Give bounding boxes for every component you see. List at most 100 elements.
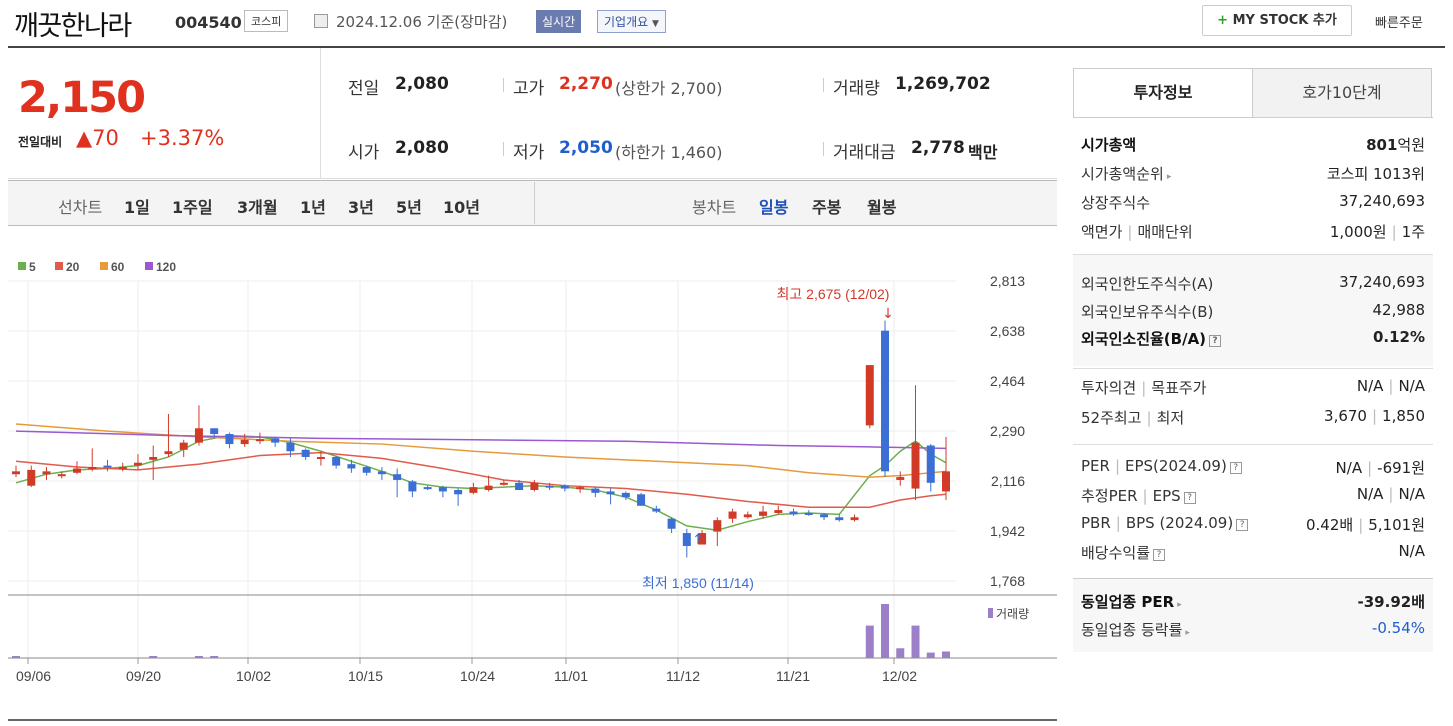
industry-per-value: -39.92배 <box>1357 593 1425 611</box>
candle-body <box>713 520 722 532</box>
foreign-ratio-label: 외국인소진율(B/A)? <box>1081 328 1222 349</box>
my-stock-add-button[interactable]: + MY STOCK 추가 <box>1202 5 1352 36</box>
down-arrow-icon: ↓ <box>882 306 894 322</box>
pbr-value: 0.42배 | 5,101원 <box>1305 516 1425 534</box>
x-tick-label: 10/24 <box>460 668 495 684</box>
high-value: 2,270 <box>559 74 613 94</box>
tab-5y[interactable]: 5년 <box>396 198 422 217</box>
company-overview-label: 기업개요 <box>604 15 649 29</box>
valuation-section: PER | EPS(2024.09)? N/A | -691원 추정PER | EPS? N/A… <box>1073 444 1433 572</box>
tab-1w[interactable]: 1주일 <box>172 198 213 217</box>
volume-bar <box>881 604 890 658</box>
tab-investment-info[interactable]: 투자정보 <box>1073 68 1253 118</box>
candle-body <box>210 428 219 435</box>
y-tick-label: 2,464 <box>990 373 1025 389</box>
legend-swatch <box>55 262 63 270</box>
company-overview-dropdown[interactable]: 기업개요 ▼ <box>597 10 666 33</box>
industry-change-link[interactable]: 동일업종 등락률 ▸ <box>1081 621 1190 639</box>
candle-body <box>225 434 234 445</box>
help-icon[interactable]: ? <box>1236 519 1249 531</box>
est-per-value: N/A | N/A <box>1356 485 1425 503</box>
tab-orderbook-10[interactable]: 호가10단계 <box>1252 68 1432 118</box>
volume-bar <box>194 656 203 658</box>
help-icon[interactable]: ? <box>1209 335 1222 347</box>
candle-body <box>133 462 142 466</box>
candle-body <box>164 451 173 455</box>
high-annotation: 최고 2,675 (12/02) <box>777 286 890 302</box>
y-tick-label: 2,813 <box>990 273 1025 289</box>
x-tick-label: 10/15 <box>348 668 383 684</box>
week52-value: 3,670 | 1,850 <box>1324 407 1425 425</box>
current-price: 2,150 <box>18 73 146 123</box>
candle-body <box>179 442 188 450</box>
candle-body <box>255 439 264 442</box>
tab-monthly[interactable]: 월봉 <box>867 198 897 217</box>
candle-body <box>652 508 661 512</box>
tab-3y[interactable]: 3년 <box>348 198 374 217</box>
candle-body <box>759 511 768 516</box>
foreign-holding-label: 외국인보유주식수(B) <box>1081 303 1214 321</box>
candle-body <box>743 514 752 518</box>
candle-body <box>774 510 783 513</box>
tab-10y[interactable]: 10년 <box>443 198 480 217</box>
candle-chart-label: 봉차트 <box>692 198 737 217</box>
tab-1d[interactable]: 1일 <box>124 198 150 217</box>
volume-label: 거래량 <box>833 79 880 99</box>
volume-bar <box>911 625 920 658</box>
legend-swatch <box>100 262 108 270</box>
candle-body <box>789 511 798 515</box>
candle-body <box>42 471 51 475</box>
open-label: 시가 <box>348 143 380 163</box>
ma-60-line <box>15 423 947 478</box>
candle-body <box>865 365 874 426</box>
candle-body <box>621 492 630 498</box>
legend-swatch <box>145 262 153 270</box>
open-value: 2,080 <box>395 138 449 158</box>
foreign-limit-value: 37,240,693 <box>1339 273 1425 291</box>
candle-body <box>484 485 493 490</box>
candle-body <box>362 467 371 473</box>
dividend-value: N/A <box>1398 542 1425 560</box>
x-tick-label: 09/20 <box>126 668 161 684</box>
ma-120-line <box>15 430 947 450</box>
market-cap-rank-link[interactable]: 시가총액순위 ▸ <box>1081 165 1172 183</box>
industry-per-link[interactable]: 동일업종 PER ▸ <box>1081 593 1182 611</box>
candle-body <box>850 517 859 521</box>
tab-weekly[interactable]: 주봉 <box>812 198 842 217</box>
x-tick-label: 09/06 <box>16 668 51 684</box>
divider <box>503 142 504 156</box>
legend-label: 20 <box>66 260 80 274</box>
volume-bar <box>926 652 935 658</box>
per-value: N/A | -691원 <box>1335 459 1425 477</box>
candle-body <box>667 518 676 529</box>
tab-divider <box>534 182 535 224</box>
help-icon[interactable]: ? <box>1229 462 1242 474</box>
stock-chart[interactable]: 2,813 2,638 2,464 2,290 2,116 1,942 1,768 09/06… <box>8 226 1057 720</box>
help-icon[interactable]: ? <box>1183 492 1196 504</box>
candle-body <box>408 481 417 492</box>
arrow-right-icon: ▸ <box>1166 172 1172 182</box>
par-value: 1,000원 | 1주 <box>1329 223 1425 241</box>
industry-section: 동일업종 PER ▸ -39.92배 동일업종 등락률 ▸ -0.54% <box>1073 578 1433 652</box>
candle-body <box>240 439 249 445</box>
quick-order-link[interactable]: 빠른주문 <box>1375 16 1423 31</box>
foreign-limit-label: 외국인한도주식수(A) <box>1081 275 1214 293</box>
volume-bar <box>12 656 20 658</box>
tab-1y[interactable]: 1년 <box>300 198 326 217</box>
help-icon[interactable]: ? <box>1153 549 1166 561</box>
volume-value: 1,269,702 <box>895 74 991 94</box>
candle-body <box>820 514 829 518</box>
dividend-label: 배당수익률? <box>1081 542 1166 563</box>
calendar-icon <box>314 14 328 28</box>
candle-body <box>332 456 341 466</box>
realtime-button[interactable]: 실시간 <box>536 10 582 33</box>
lower-limit: (하한가 1,460) <box>615 143 723 162</box>
arrow-right-icon: ▸ <box>1177 600 1182 610</box>
candle-body <box>12 471 20 475</box>
candle-body <box>194 428 203 443</box>
tab-daily[interactable]: 일봉 <box>759 198 789 217</box>
volume-legend-label: 거래량 <box>996 607 1029 621</box>
listed-shares-label: 상장주식수 <box>1081 194 1151 212</box>
candle-body <box>271 438 280 443</box>
tab-3m[interactable]: 3개월 <box>237 198 278 217</box>
